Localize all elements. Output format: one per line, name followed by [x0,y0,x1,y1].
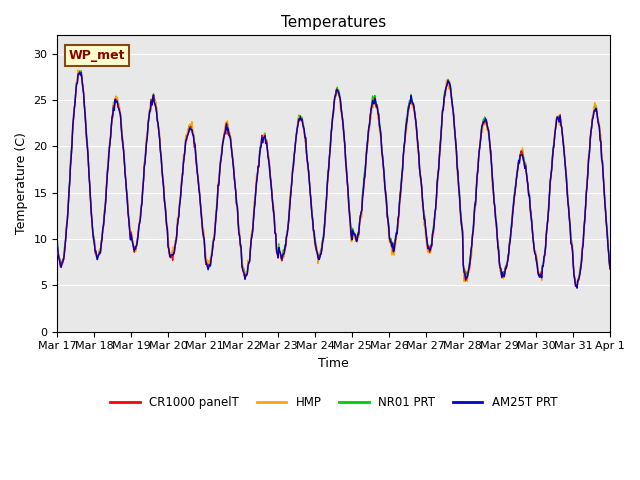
Text: WP_met: WP_met [68,49,125,62]
Title: Temperatures: Temperatures [281,15,387,30]
Legend: CR1000 panelT, HMP, NR01 PRT, AM25T PRT: CR1000 panelT, HMP, NR01 PRT, AM25T PRT [106,391,562,413]
X-axis label: Time: Time [318,357,349,370]
Y-axis label: Temperature (C): Temperature (C) [15,132,28,234]
